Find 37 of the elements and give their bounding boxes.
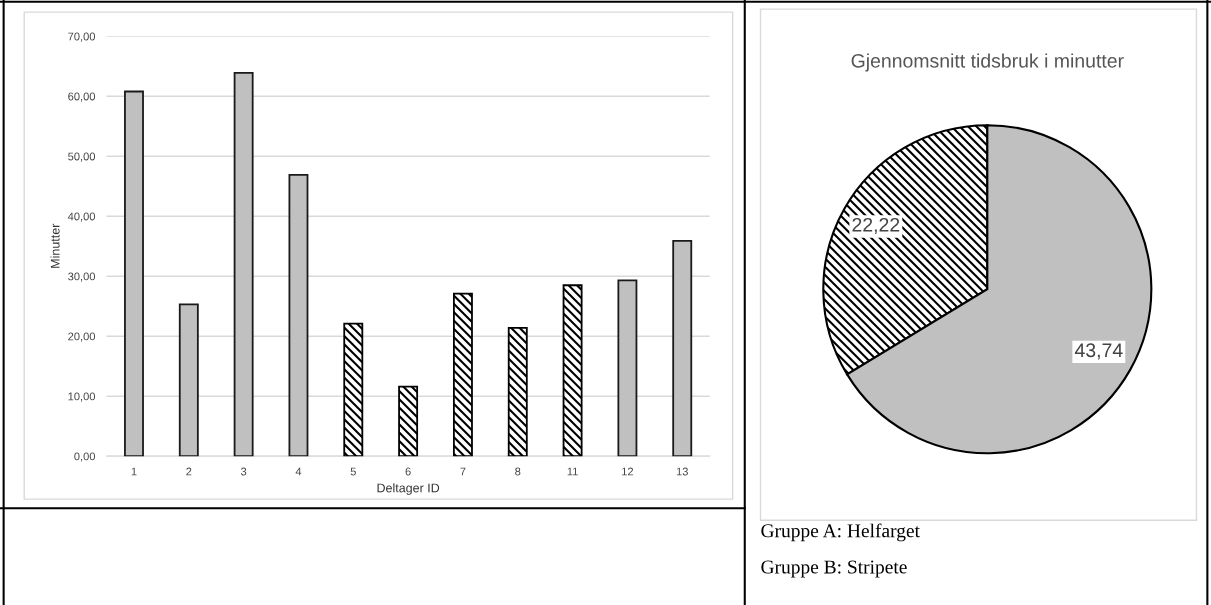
bar (452, 292, 473, 457)
text: Gruppe B: Stripete (761, 560, 907, 578)
x-tick-label: 1 (131, 467, 137, 476)
x-tick-label: 8 (515, 467, 521, 476)
y-tick-label: 0,00 (74, 452, 96, 462)
chart-title: Gjennomsnitt tidsbruk i minutter (851, 53, 1124, 72)
y-tick-label: 40,00 (67, 212, 96, 222)
y-tick-label: 30,00 (68, 272, 96, 282)
x-tick-label: 4 (295, 467, 302, 476)
bar (288, 173, 309, 457)
bar (507, 326, 528, 457)
x-tick-label: 6 (405, 467, 411, 476)
bar (617, 279, 638, 457)
y-tick-label: 10,00 (68, 392, 96, 402)
x-tick-label: 12 (622, 467, 634, 476)
y-tick-label: 60,00 (68, 92, 96, 102)
y-tick-label: 70,00 (68, 32, 96, 42)
bar (562, 284, 583, 457)
text: Gruppe A: Helfarget (761, 523, 920, 542)
bar (233, 71, 254, 457)
bar (398, 385, 419, 457)
x-axis-title: Deltager ID (377, 483, 440, 495)
x-tick-label: 13 (676, 467, 688, 476)
y-tick-label: 50,00 (68, 152, 96, 162)
y-axis-title: Minutter (50, 223, 60, 268)
bar (672, 239, 693, 457)
x-tick-label: 7 (460, 467, 466, 476)
y-tick-label: 20,00 (68, 332, 96, 342)
bar (178, 303, 199, 457)
x-tick-label: 2 (186, 467, 192, 476)
data-label: 43,74 (1074, 343, 1123, 360)
bar (343, 322, 364, 457)
x-tick-label: 11 (567, 467, 578, 476)
data-label: 22,22 (852, 217, 900, 234)
x-tick-label: 5 (350, 467, 356, 476)
x-tick-label: 3 (240, 467, 247, 476)
bar (124, 90, 144, 457)
